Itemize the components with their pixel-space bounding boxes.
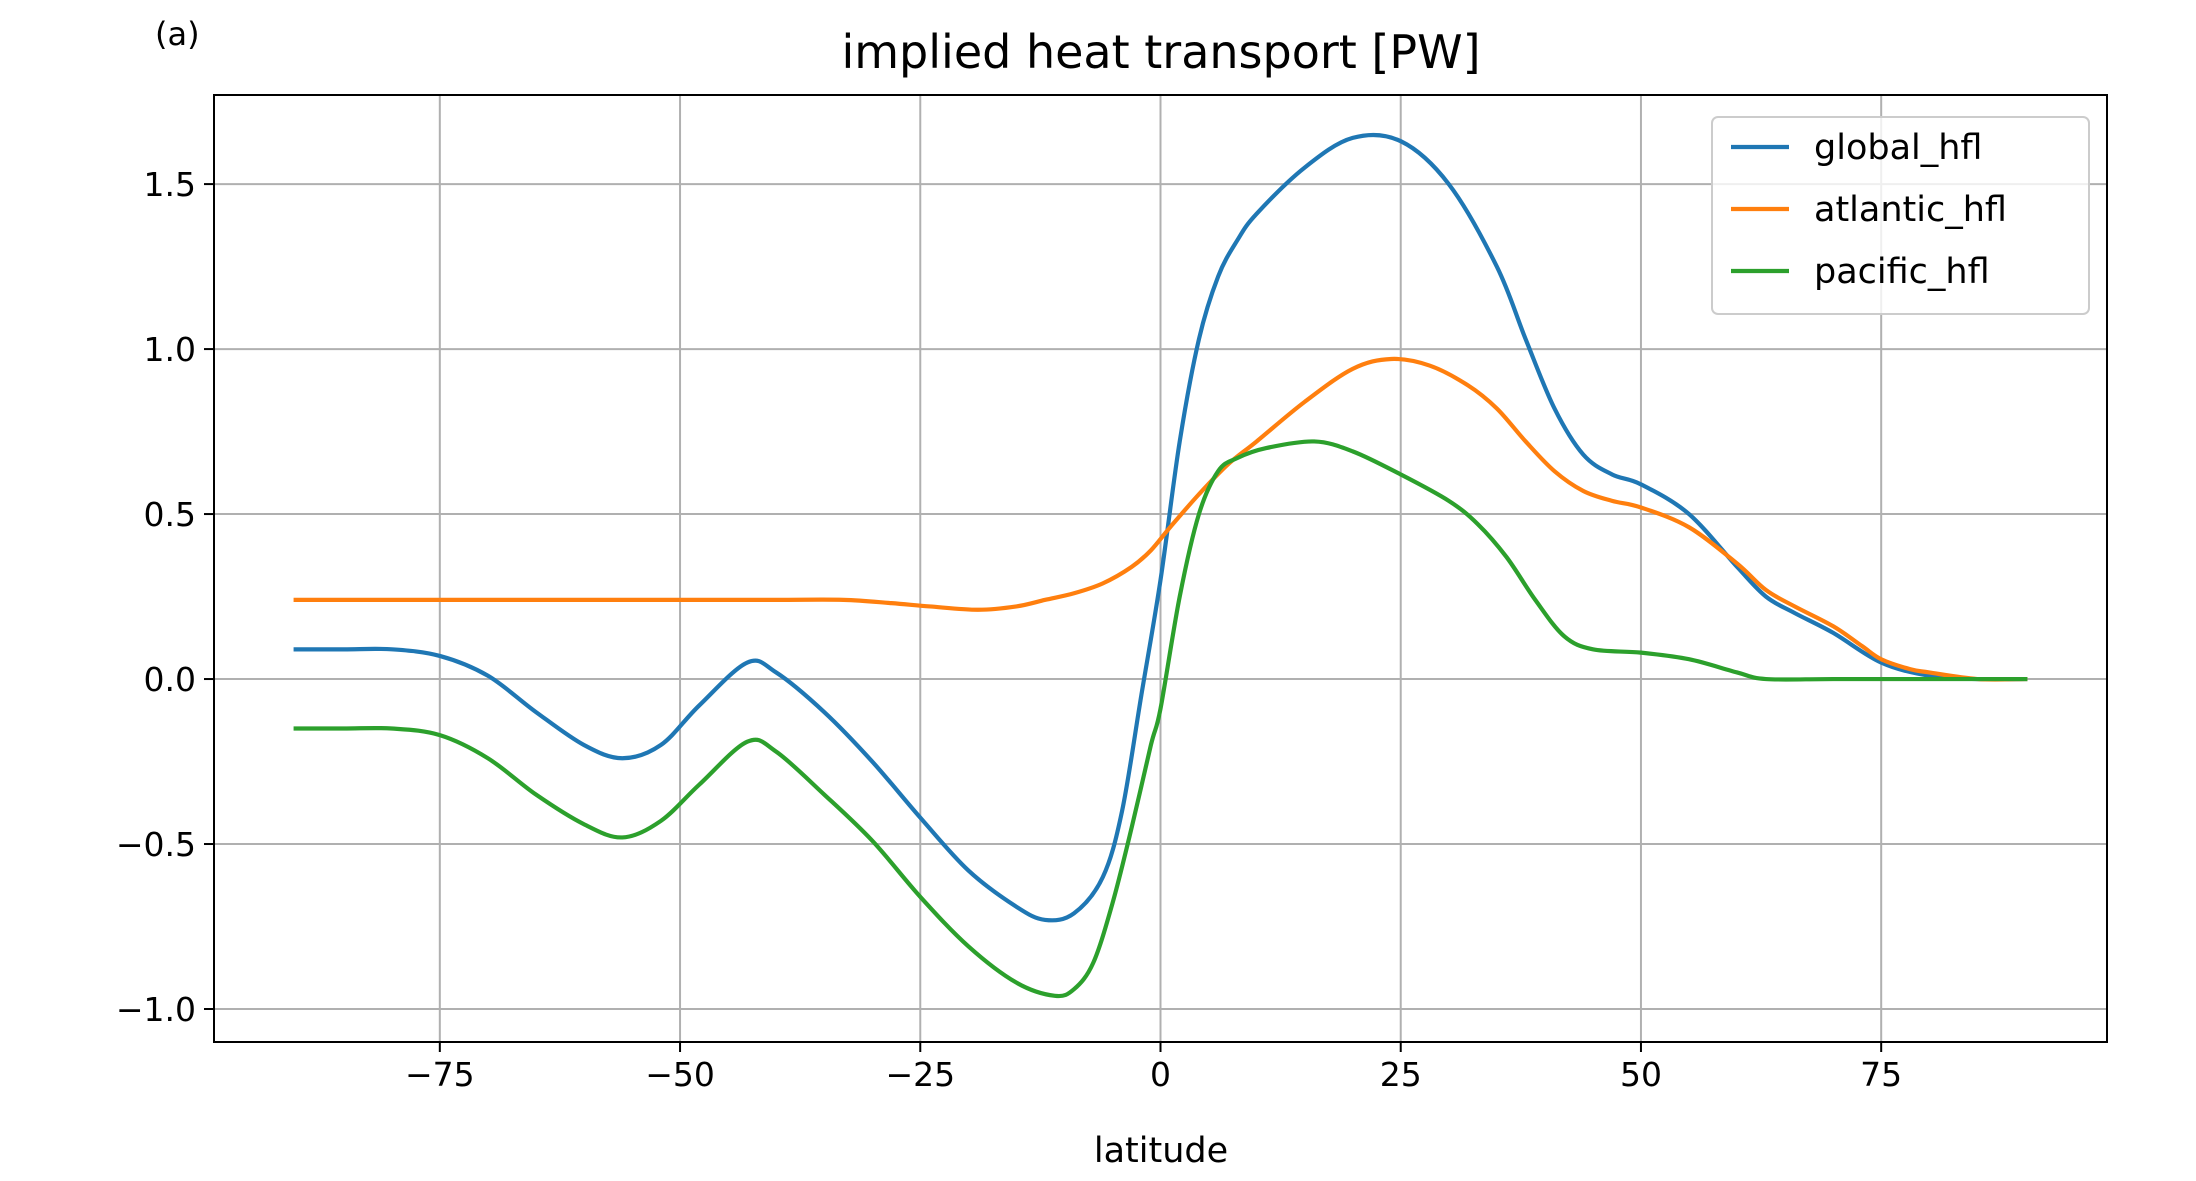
axis-ticks: −75 −50 −25 0 25 50 75 −1.0 −0.5 0.0 0.5 1.0 1.5 xyxy=(116,165,1902,1094)
series-lines xyxy=(293,132,2028,999)
y-tick-label: 0.0 xyxy=(144,660,196,699)
y-tick-label: −0.5 xyxy=(116,825,196,864)
legend: global_hfl atlantic_hfl pacific_hfl xyxy=(1711,116,2090,315)
series-line-atlantic-hfl xyxy=(293,356,2028,682)
series-line-global-hfl xyxy=(293,132,2028,923)
series-line-pacific-hfl xyxy=(293,439,2028,999)
x-tick-label: 75 xyxy=(1860,1055,1902,1094)
x-tick-label: 50 xyxy=(1620,1055,1662,1094)
y-tick-label: 1.0 xyxy=(144,330,196,369)
legend-label-atlantic-hfl: atlantic_hfl xyxy=(1814,190,2007,230)
x-tick-label: −25 xyxy=(885,1055,955,1094)
x-tick-label: −50 xyxy=(645,1055,715,1094)
panel-label: (a) xyxy=(155,15,200,53)
legend-label-pacific-hfl: pacific_hfl xyxy=(1814,252,1990,292)
y-tick-label: 0.5 xyxy=(144,495,196,534)
x-tick-label: −75 xyxy=(405,1055,475,1094)
y-tick-label: 1.5 xyxy=(144,165,196,204)
y-tick-label: −1.0 xyxy=(116,990,196,1029)
x-tick-label: 25 xyxy=(1380,1055,1422,1094)
legend-box xyxy=(1711,116,2090,315)
chart-title: implied heat transport [PW] xyxy=(841,25,1480,79)
x-axis-label: latitude xyxy=(1094,1131,1228,1171)
x-tick-label: 0 xyxy=(1150,1055,1171,1094)
legend-label-global-hfl: global_hfl xyxy=(1814,128,1982,168)
